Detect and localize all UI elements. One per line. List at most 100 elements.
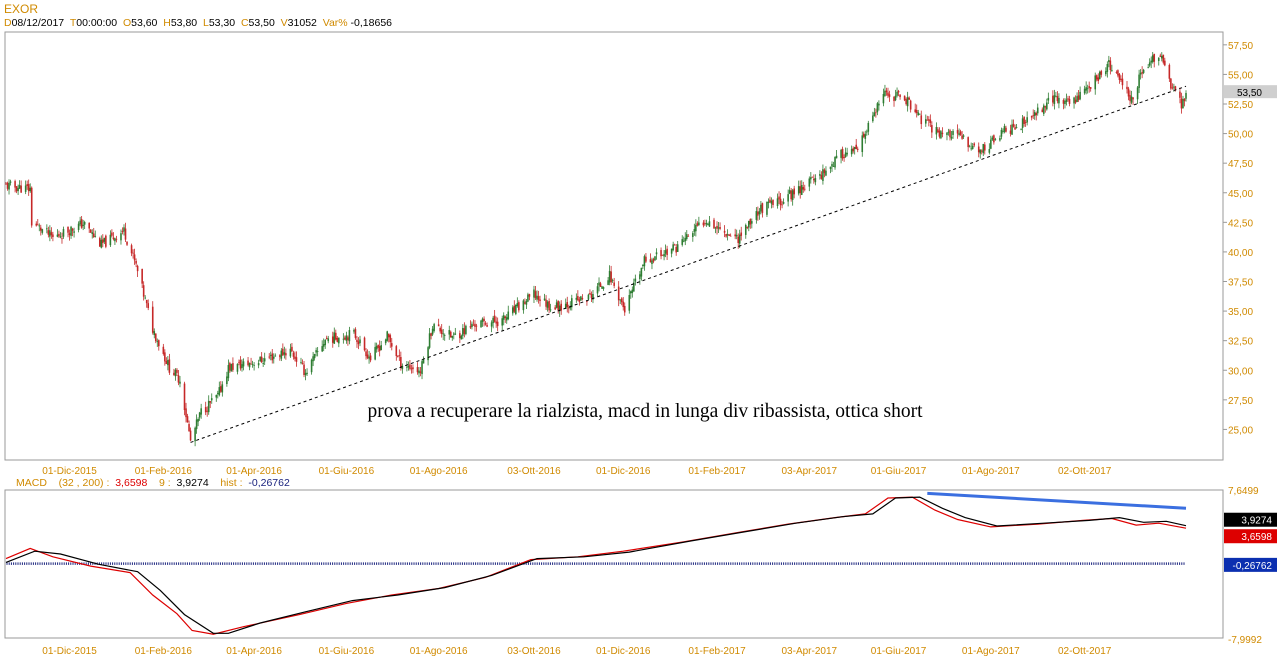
- candle-down-body: [620, 298, 623, 303]
- candle-down-body: [437, 324, 440, 327]
- candle-up-body: [894, 95, 897, 101]
- candle-up-body: [834, 156, 836, 168]
- candle-up-body: [144, 297, 146, 299]
- macd-x-label: 01-Dic-2016: [596, 646, 651, 657]
- candle-down-body: [35, 223, 38, 226]
- price-x-axis: 01-Dic-2015 01-Feb-2016 01-Apr-2016 01-Giu-…: [42, 466, 1111, 477]
- candle-down-body: [268, 356, 271, 358]
- candle-down-body: [419, 371, 422, 373]
- candle-down-body: [378, 345, 381, 352]
- candle-down-body: [1164, 60, 1166, 66]
- hist-label: hist :: [220, 477, 243, 489]
- candle-down-body: [303, 364, 305, 375]
- candle-down-body: [98, 238, 101, 247]
- volume-label: V: [280, 17, 288, 29]
- price-x-label: 01-Dic-2015: [42, 466, 97, 477]
- candle-down-body: [613, 282, 615, 286]
- candle-up-body: [1011, 124, 1013, 135]
- price-axis-label: 30,00: [1228, 366, 1253, 377]
- candle-up-body: [507, 311, 510, 320]
- candle-up-body: [760, 204, 762, 212]
- candle-down-body: [617, 286, 620, 301]
- candle-down-body: [545, 299, 547, 307]
- candle-down-body: [740, 232, 743, 236]
- candle-up-body: [218, 387, 221, 396]
- macd-value: 3,6598: [115, 477, 148, 489]
- symbol-label: EXOR: [4, 2, 39, 16]
- candle-down-body: [813, 178, 815, 181]
- candle-up-body: [882, 93, 885, 104]
- candle-up-body: [864, 134, 867, 139]
- candle-down-body: [915, 109, 918, 114]
- candle-up-body: [1058, 97, 1060, 104]
- candle-down-body: [132, 252, 134, 254]
- candle-up-body: [896, 91, 898, 96]
- candle-up-body: [1055, 95, 1057, 97]
- candle-up-body: [324, 339, 327, 346]
- candle-down-body: [58, 233, 60, 237]
- candle-down-body: [357, 341, 360, 345]
- candle-down-body: [1089, 87, 1092, 89]
- candle-up-body: [1020, 129, 1022, 131]
- candle-up-body: [598, 282, 600, 286]
- candle-down-body: [687, 235, 690, 237]
- candle-up-body: [971, 145, 974, 150]
- close-label: C: [240, 17, 249, 29]
- candle-down-body: [204, 407, 207, 413]
- candle-up-body: [114, 238, 116, 242]
- time-label: T: [69, 17, 77, 29]
- macd-x-label: 01-Giu-2017: [871, 646, 927, 657]
- candle-up-body: [322, 344, 325, 347]
- macd-axis-min: -7,9992: [1228, 635, 1262, 646]
- candle-up-body: [62, 229, 65, 237]
- candle-down-body: [496, 321, 499, 327]
- candle-down-body: [486, 325, 488, 327]
- macd-x-label: 02-Ott-2017: [1058, 646, 1112, 657]
- candle-up-body: [82, 224, 84, 226]
- candle-down-body: [409, 364, 411, 369]
- candle-down-body: [173, 372, 175, 376]
- candle-down-body: [238, 361, 240, 363]
- candle-up-body: [321, 346, 323, 352]
- candle-up-body: [353, 330, 355, 332]
- candle-up-body: [1150, 60, 1153, 63]
- signal-value: 3,9274: [176, 477, 209, 489]
- candle-up-body: [259, 356, 261, 362]
- candle-down-body: [779, 198, 782, 206]
- candle-down-body: [232, 363, 234, 370]
- candle-up-body: [263, 358, 266, 362]
- candle-up-body: [726, 234, 729, 236]
- candle-up-body: [167, 360, 169, 366]
- candle-down-body: [1121, 78, 1124, 86]
- open-label: O: [122, 17, 132, 29]
- candle-up-body: [546, 301, 549, 308]
- candle-up-body: [230, 364, 233, 372]
- candle-down-body: [537, 296, 540, 300]
- candle-up-body: [480, 320, 482, 328]
- support-trendline: [190, 85, 1187, 443]
- candle-down-body: [151, 306, 154, 333]
- candle-up-body: [1076, 96, 1078, 102]
- candle-up-body: [406, 366, 408, 368]
- price-axis-label: 42,50: [1228, 218, 1253, 229]
- candle-down-body: [967, 137, 969, 148]
- candle-up-body: [207, 400, 210, 413]
- candle-down-body: [926, 119, 929, 121]
- candle-up-body: [1064, 100, 1066, 105]
- candle-up-body: [607, 280, 609, 285]
- candle-down-body: [88, 222, 91, 229]
- candle-down-body: [1118, 73, 1121, 80]
- candle-up-body: [481, 318, 484, 322]
- candle-down-body: [89, 229, 92, 233]
- candle-down-body: [14, 181, 16, 188]
- candle-up-body: [1079, 91, 1081, 100]
- candle-up-body: [1157, 57, 1160, 61]
- macd-readout: MACD (32 , 200) : 3,6598 9 : 3,9274 hist…: [16, 477, 290, 489]
- candle-up-body: [236, 363, 239, 372]
- candle-up-body: [543, 298, 546, 301]
- candle-down-body: [949, 130, 951, 138]
- price-axis-label: 50,00: [1228, 130, 1253, 141]
- candle-down-body: [761, 203, 764, 213]
- candle-down-body: [577, 296, 579, 301]
